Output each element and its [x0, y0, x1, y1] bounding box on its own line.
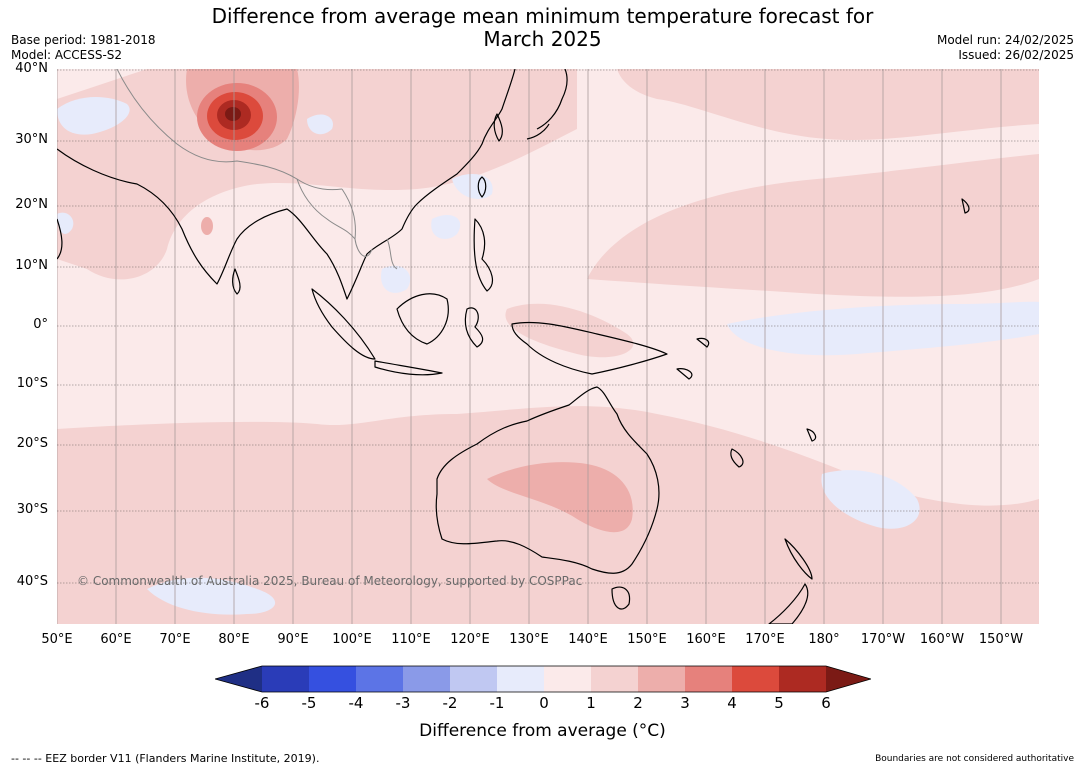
colorbar-tick: 3: [680, 694, 690, 712]
lon-label-110e: 110°E: [391, 632, 431, 647]
colorbar-tick: 1: [586, 694, 596, 712]
lat-label-20n: 20°N: [15, 197, 48, 212]
colorbar-tick: 2: [633, 694, 643, 712]
lat-label-20s: 20°S: [16, 436, 48, 451]
colorbar-bin: [356, 666, 403, 692]
base-period: Base period: 1981-2018: [11, 33, 156, 47]
boundary-disclaimer: Boundaries are not considered authoritat…: [875, 754, 1074, 764]
meta-left: Base period: 1981-2018 Model: ACCESS-S2: [11, 33, 156, 63]
colorbar-tick: -6: [254, 694, 270, 712]
copyright-notice: © Commonwealth of Australia 2025, Bureau…: [77, 574, 583, 588]
colorbar-outline: [215, 665, 871, 693]
country-borders: [116, 69, 398, 270]
eez-legend: -- -- -- EEZ border V11 (Flanders Marine…: [11, 752, 320, 765]
lon-label-50e: 50°E: [41, 632, 73, 647]
colorbar-label: Difference from average (°C): [419, 721, 666, 741]
colorbar-tick: 5: [774, 694, 784, 712]
lon-label-60e: 60°E: [100, 632, 132, 647]
colorbar-tick: -3: [395, 694, 411, 712]
lon-label-80e: 80°E: [218, 632, 250, 647]
colorbar: [215, 665, 871, 693]
colorbar-bin: [262, 666, 309, 692]
colorbar-bin: [309, 666, 356, 692]
lon-label-140e: 140°E: [568, 632, 608, 647]
colorbar-bin: [732, 666, 779, 692]
colorbar-tick: 0: [539, 694, 549, 712]
colorbar-bin: [497, 666, 544, 692]
lon-label-160w: 160°W: [919, 632, 965, 647]
colorbar-extend-low: [215, 666, 262, 692]
lat-label-30s: 30°S: [16, 502, 48, 517]
lon-label-150e: 150°E: [627, 632, 667, 647]
lon-label-170e: 170°E: [745, 632, 785, 647]
colorbar-tick: 4: [727, 694, 737, 712]
model-run: Model run: 24/02/2025: [936, 33, 1074, 47]
meta-right: Model run: 24/02/2025 Issued: 26/02/2025: [937, 33, 1074, 63]
lat-label-30n: 30°N: [15, 132, 48, 147]
lon-label-120e: 120°E: [450, 632, 490, 647]
lat-label-40n: 40°N: [15, 61, 48, 76]
colorbar-bin: [591, 666, 638, 692]
forecast-map: [57, 69, 1039, 624]
colorbar-extend-high: [826, 666, 871, 692]
graticule-meridians: [57, 69, 1002, 624]
model-name: Model: ACCESS-S2: [11, 48, 123, 62]
colorbar-tick: -4: [348, 694, 364, 712]
lat-label-equator: 0°: [33, 317, 48, 332]
colorbar-tick: 6: [821, 694, 831, 712]
title-line-1: Difference from average mean minimum tem…: [211, 4, 874, 28]
title-line-2: March 2025: [483, 27, 602, 51]
lat-label-10s: 10°S: [16, 376, 48, 391]
lon-label-180: 180°: [808, 632, 840, 647]
colorbar-bin: [685, 666, 732, 692]
colorbar-bin: [779, 666, 826, 692]
colorbar-tick: -2: [442, 694, 458, 712]
lon-label-90e: 90°E: [277, 632, 309, 647]
colorbar-bin: [403, 666, 450, 692]
lat-label-10n: 10°N: [15, 258, 48, 273]
colorbar-bin: [450, 666, 497, 692]
colorbar-bin: [638, 666, 685, 692]
map-canvas: [57, 69, 1039, 624]
lon-label-100e: 100°E: [332, 632, 372, 647]
lat-label-40s: 40°S: [16, 574, 48, 589]
issued-date: Issued: 26/02/2025: [958, 48, 1074, 62]
map-title: Difference from average mean minimum tem…: [0, 5, 1085, 51]
colorbar-tick: -5: [301, 694, 317, 712]
colorbar-bin: [544, 666, 591, 692]
lon-label-150w: 150°W: [978, 632, 1024, 647]
lon-label-160e: 160°E: [686, 632, 726, 647]
lon-label-130e: 130°E: [509, 632, 549, 647]
lon-label-170w: 170°W: [860, 632, 906, 647]
colorbar-tick: -1: [489, 694, 505, 712]
coastlines: [57, 69, 970, 624]
lon-label-70e: 70°E: [159, 632, 191, 647]
anomaly-hot-core: [197, 83, 277, 151]
anomaly-1-2-regions: [57, 69, 1039, 624]
